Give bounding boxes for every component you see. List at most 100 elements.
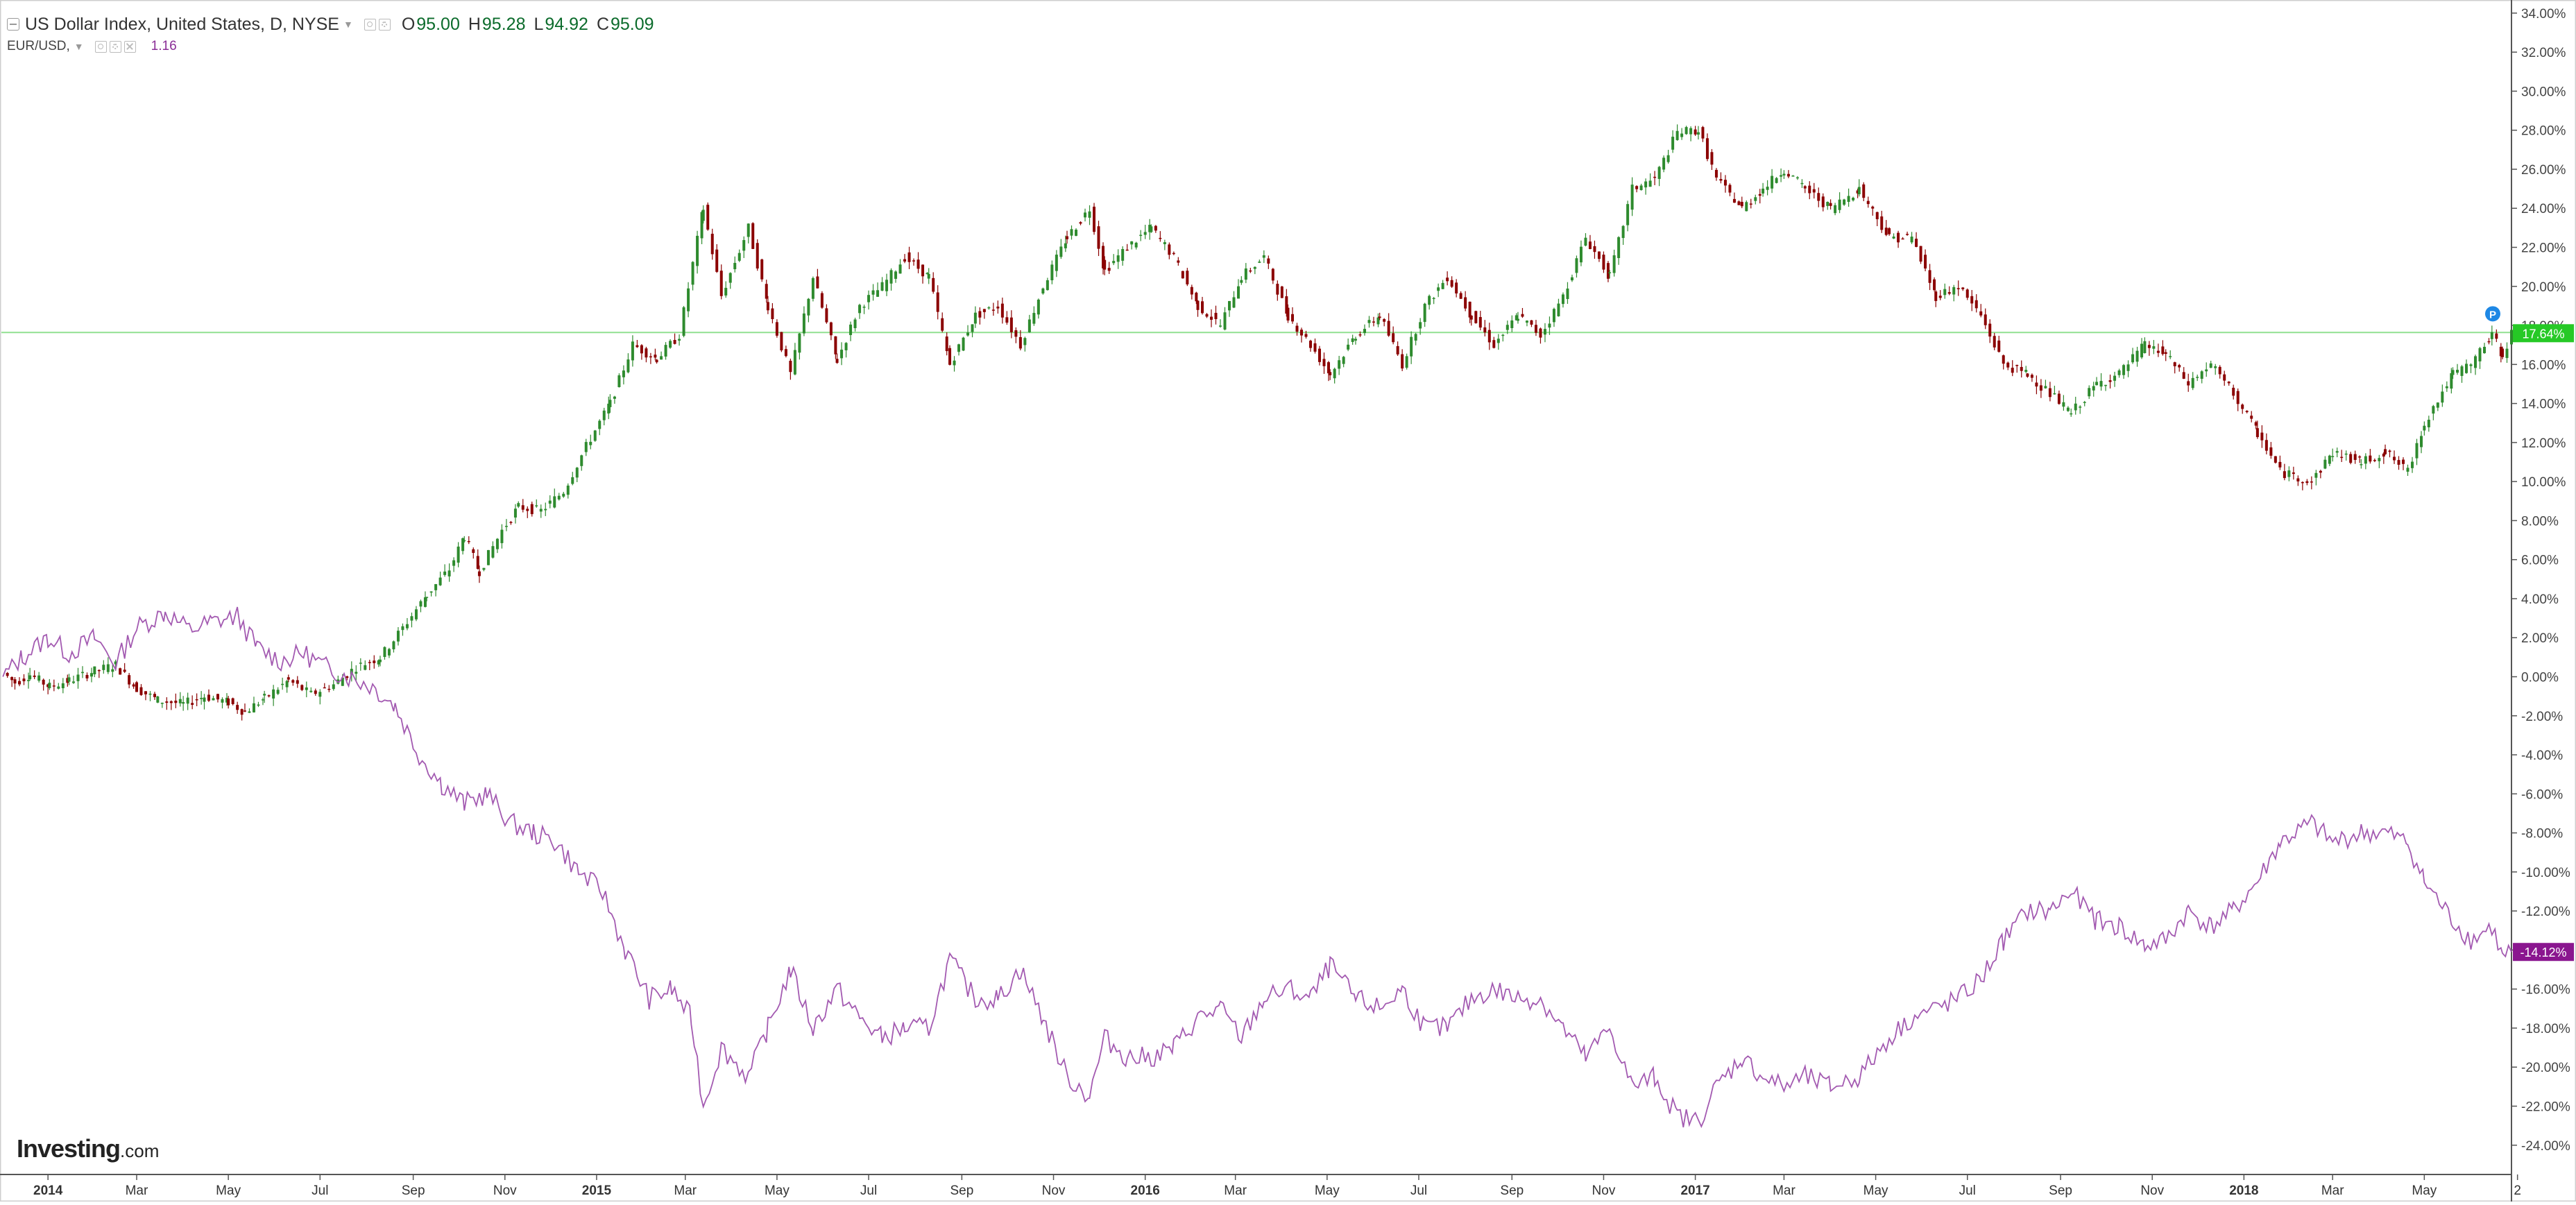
candle-body bbox=[1766, 187, 1769, 190]
candle-body bbox=[425, 597, 429, 598]
candle-body bbox=[291, 680, 295, 683]
candle-body bbox=[816, 276, 819, 289]
x-tick-label: Nov bbox=[1592, 1183, 1616, 1198]
candle-body bbox=[1530, 320, 1533, 325]
candle-body bbox=[562, 493, 565, 497]
candle-body bbox=[355, 672, 358, 674]
candle-body bbox=[1299, 330, 1303, 336]
candle-body bbox=[93, 666, 96, 675]
gear-icon[interactable] bbox=[109, 40, 121, 53]
y-tick-label: -16.00% bbox=[2521, 983, 2570, 998]
candle-body bbox=[305, 687, 308, 690]
candle-body bbox=[1483, 327, 1487, 333]
compare-symbol[interactable]: EUR/USD, bbox=[7, 39, 70, 53]
candle-body bbox=[971, 324, 974, 332]
candle-body bbox=[37, 675, 41, 681]
candle-body bbox=[2483, 346, 2487, 354]
candle-body bbox=[1186, 271, 1189, 284]
candle-body bbox=[1988, 323, 1992, 337]
candle-body bbox=[2478, 348, 2482, 361]
x-tick-label: Mar bbox=[126, 1183, 148, 1198]
collapse-icon[interactable] bbox=[7, 18, 19, 31]
candle-body bbox=[2445, 386, 2448, 388]
candle-body bbox=[178, 699, 182, 703]
candle-body bbox=[613, 396, 616, 399]
candle-body bbox=[862, 307, 866, 308]
candle-body bbox=[2255, 428, 2259, 438]
open-value: 95.00 bbox=[416, 14, 460, 34]
y-tick-label: -12.00% bbox=[2521, 905, 2570, 919]
candle-body bbox=[1143, 232, 1147, 235]
candle-body bbox=[97, 669, 101, 672]
candle-body bbox=[1862, 184, 1866, 198]
candle-body bbox=[1745, 202, 1748, 212]
candle-body bbox=[33, 675, 36, 677]
candle-body bbox=[1079, 222, 1082, 224]
eye-icon[interactable] bbox=[94, 40, 107, 53]
candle-body bbox=[1354, 339, 1357, 341]
candle-body bbox=[1740, 201, 1743, 207]
candle-body bbox=[701, 210, 705, 221]
candle-body bbox=[1492, 340, 1496, 348]
candle-body bbox=[240, 709, 244, 715]
candle-body bbox=[1205, 314, 1209, 317]
candle-body bbox=[452, 560, 456, 566]
eye-icon[interactable] bbox=[364, 18, 376, 31]
candle-body bbox=[2187, 381, 2190, 386]
candle-body bbox=[1653, 176, 1657, 178]
candle-body bbox=[1478, 316, 1482, 328]
candle-body bbox=[2088, 388, 2091, 397]
candle-body bbox=[2232, 387, 2235, 396]
x-tick-label: May bbox=[216, 1183, 241, 1198]
candle-body bbox=[1172, 253, 1175, 255]
candle-body bbox=[1728, 185, 1732, 193]
chevron-down-icon[interactable]: ▼ bbox=[74, 41, 84, 52]
candle-body bbox=[654, 354, 657, 358]
eurusd-last-value: -14.12% bbox=[2520, 946, 2566, 959]
candle-body bbox=[132, 684, 135, 687]
x-tick-label: Mar bbox=[1224, 1183, 1247, 1198]
candle-body bbox=[691, 262, 694, 285]
candle-body bbox=[2451, 370, 2455, 375]
candle-body bbox=[2287, 470, 2291, 477]
candle-body bbox=[1557, 303, 1560, 316]
candle-body bbox=[1196, 300, 1200, 310]
candle-body bbox=[2191, 377, 2194, 388]
candle-body bbox=[2196, 377, 2199, 378]
candle-body bbox=[2024, 370, 2028, 373]
candle-body bbox=[2469, 364, 2473, 366]
candle-body bbox=[2057, 393, 2061, 404]
candle-body bbox=[760, 259, 764, 280]
candle-body bbox=[580, 455, 583, 466]
candle-body bbox=[593, 430, 597, 441]
candle-body bbox=[932, 277, 935, 292]
marker-badge bbox=[2485, 306, 2500, 322]
candle-body bbox=[921, 264, 925, 277]
candle-body bbox=[1005, 317, 1009, 323]
candle-body bbox=[687, 288, 690, 311]
candle-body bbox=[1782, 173, 1786, 176]
x-tick-label: 2018 bbox=[2229, 1183, 2258, 1198]
candle-body bbox=[1070, 229, 1073, 236]
close-icon[interactable] bbox=[123, 40, 136, 53]
candle-body bbox=[13, 679, 17, 684]
candle-body bbox=[401, 626, 404, 631]
candle-body bbox=[135, 682, 138, 692]
candle-body bbox=[2264, 440, 2268, 451]
gear-icon[interactable] bbox=[378, 18, 391, 31]
candle-body bbox=[89, 673, 93, 677]
symbol-title[interactable]: US Dollar Index, United States, D, NYSE bbox=[25, 14, 339, 34]
low-value: 94.92 bbox=[545, 14, 588, 34]
candle-body bbox=[553, 496, 556, 508]
candle-body bbox=[636, 345, 639, 348]
candle-body bbox=[1947, 292, 1951, 294]
candle-body bbox=[2369, 455, 2372, 462]
y-tick-label: 20.00% bbox=[2521, 280, 2566, 295]
candle-body bbox=[1014, 330, 1018, 337]
y-tick-label: -22.00% bbox=[2521, 1100, 2570, 1115]
chevron-down-icon[interactable]: ▼ bbox=[343, 19, 353, 30]
candle-body bbox=[2420, 436, 2423, 447]
candle-body bbox=[742, 240, 746, 251]
